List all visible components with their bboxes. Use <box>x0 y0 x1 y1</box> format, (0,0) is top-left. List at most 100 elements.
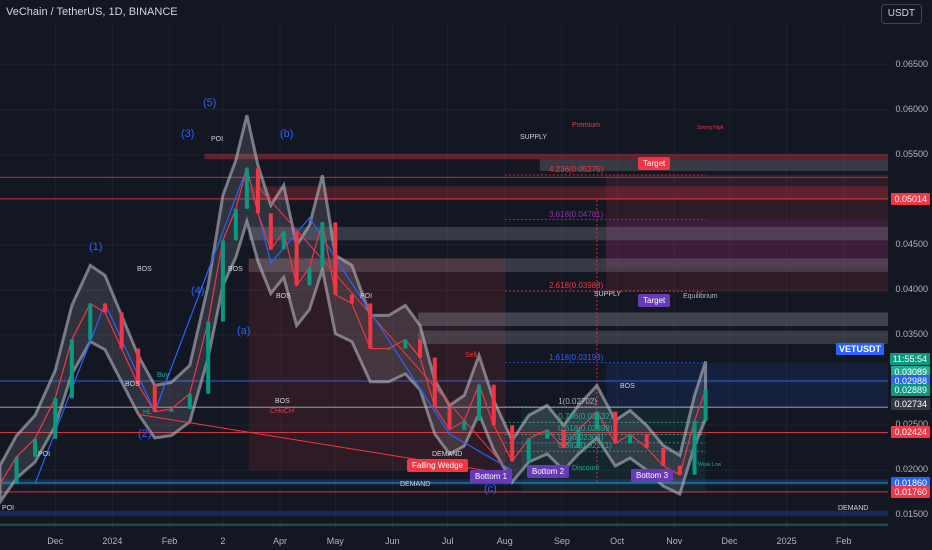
y-tick-label: 0.06000 <box>895 103 928 114</box>
bos-label-2: BOS <box>228 266 243 273</box>
x-tick-label: Apr <box>273 536 288 546</box>
price-candle <box>14 456 19 484</box>
price-candle <box>594 411 599 430</box>
sell-label: Sell <box>465 352 477 359</box>
wave-label-c: (c) <box>484 483 497 495</box>
price-candle <box>491 384 496 426</box>
bottom-2-box: Bottom 2 <box>527 465 570 478</box>
premium-zone <box>539 159 888 171</box>
price-candle <box>628 434 633 444</box>
x-tick-label: 2 <box>220 536 226 546</box>
price-candle <box>661 447 666 466</box>
bos-label-1: BOS <box>137 266 152 273</box>
price-candle <box>152 384 157 412</box>
supply-zone-mid <box>418 312 888 327</box>
price-candle <box>561 429 566 448</box>
y-tick-label: 0.04000 <box>895 283 928 294</box>
price-candle <box>281 231 286 250</box>
fib-label: 4.236(0.05275) <box>549 165 604 175</box>
bos-label-4: BOS <box>620 383 635 390</box>
wedge-upper-line <box>257 185 513 476</box>
poi-label-2: POI <box>38 451 51 458</box>
symbol-label: VETUSDT <box>838 344 881 354</box>
price-tag: 0.02889 <box>891 384 930 397</box>
equilibrium-label: Equilibrium <box>683 293 718 300</box>
discount-label: Discount <box>572 465 600 472</box>
bos-label-5: BOS <box>125 381 140 388</box>
y-tick-label: 0.05500 <box>895 148 928 159</box>
price-candle <box>255 168 260 214</box>
y-tick-label: 0.01500 <box>895 509 928 520</box>
wave-label-b: (b) <box>280 128 294 140</box>
fib-label: 0.5(0.02304) <box>558 432 604 442</box>
price-tag: 0.01860 <box>891 476 930 489</box>
price-candle <box>349 294 354 304</box>
fib-zone-blue <box>606 363 888 408</box>
x-tick-label: Aug <box>496 536 513 546</box>
currency-button[interactable]: USDT <box>880 4 922 24</box>
demand-zone-1 <box>0 479 888 485</box>
bottom-1-box: Bottom 1 <box>470 470 513 483</box>
fib-label: 1.618(0.03193) <box>549 352 604 362</box>
fib-zone-purple <box>606 219 888 268</box>
wave-label-2: (2) <box>138 428 152 440</box>
price-candle <box>644 434 649 448</box>
x-tick-label: May <box>326 536 344 546</box>
grid <box>0 24 888 528</box>
price-tag: 0.01760 <box>891 485 930 498</box>
price-candle <box>447 407 452 430</box>
supply-zone-b <box>248 226 889 241</box>
target-zone-upper <box>606 174 888 292</box>
x-tick-label: 2024 <box>102 536 123 546</box>
strong-high-label: Strong High <box>697 125 724 131</box>
demand-label-1: DEMAND <box>432 451 463 458</box>
price-line <box>0 165 707 485</box>
price-candle <box>307 267 312 286</box>
price-candle <box>613 411 618 444</box>
price-tag: 0.02424 <box>891 426 930 439</box>
price-candle <box>368 303 373 349</box>
target-box-2: Target <box>638 294 671 307</box>
fib-label: 0.618(0.02398) <box>558 424 613 434</box>
choch-label: CHoCH <box>270 408 295 415</box>
price-series <box>0 165 708 485</box>
supply-zone-top <box>204 153 888 160</box>
price-candle <box>33 438 38 457</box>
y-tick-label: 0.02500 <box>895 419 928 430</box>
supply-label-top: SUPPLY <box>520 134 548 141</box>
y-tick-label: 0.03500 <box>895 329 928 340</box>
price-candle <box>432 357 437 408</box>
price-candle <box>220 240 225 322</box>
bottom-3-box: Bottom 3 <box>631 469 674 482</box>
price-candle <box>244 168 249 209</box>
x-tick-label: Nov <box>666 536 683 546</box>
bear-leg-zone <box>248 258 505 471</box>
price-candle <box>0 483 2 485</box>
price-candle <box>206 321 211 394</box>
x-tick-label: 2025 <box>776 536 797 546</box>
price-candle <box>103 303 108 313</box>
price-tag: 0.05014 <box>891 192 930 205</box>
x-tick-label: Sep <box>553 536 570 546</box>
x-tick-label: Dec <box>721 536 738 546</box>
demand-zone-2 <box>0 510 888 516</box>
countdown-tag: 11:55:54 <box>889 353 930 365</box>
price-candle <box>88 303 93 340</box>
x-tick-label: Feb <box>161 536 178 546</box>
x-tick-label: Jun <box>385 536 400 546</box>
price-candle <box>294 231 299 286</box>
fib-label: 0.786(0.02532) <box>558 412 613 422</box>
x-tick-label: Dec <box>47 536 64 546</box>
price-candle <box>386 348 391 350</box>
wave-label-a: (a) <box>237 325 251 337</box>
chart-title: VeChain / TetherUS, 1D, BINANCE <box>6 6 178 18</box>
y-tick-label: 0.02000 <box>895 464 928 475</box>
price-candle <box>169 408 174 412</box>
fib-label: 1(0.02702) <box>558 397 597 406</box>
fib-label: 2.618(0.03988) <box>549 281 604 291</box>
price-candle <box>69 339 74 399</box>
price-candle <box>692 420 697 475</box>
price-candle <box>333 222 338 295</box>
